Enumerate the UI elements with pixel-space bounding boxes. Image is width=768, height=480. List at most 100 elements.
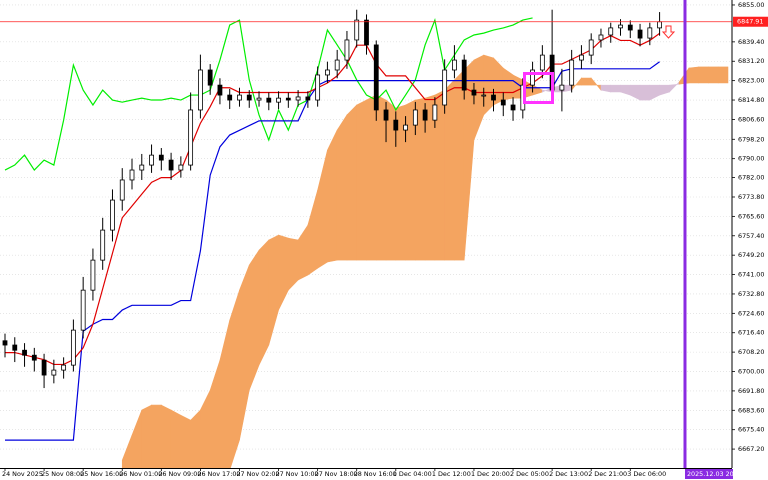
cloud-segment <box>717 66 729 84</box>
x-tick-label: 27 Nov 02:00 <box>236 470 279 478</box>
x-tick-label: 1 Dec 12:00 <box>432 470 471 478</box>
x-tick-label: 24 Nov 2025 <box>2 470 43 478</box>
candle-body <box>217 84 223 96</box>
cloud-segment <box>258 239 270 366</box>
down-arrow <box>661 25 676 39</box>
cloud-segment <box>454 69 465 261</box>
x-tick-label: 3 Dec 06:00 <box>627 470 666 478</box>
candle-body <box>51 369 57 376</box>
candle-body <box>412 109 418 126</box>
y-tick-label: 6700.00 <box>738 368 764 376</box>
candle-body <box>530 69 535 86</box>
candle-body <box>295 96 301 101</box>
candle-body <box>285 97 291 101</box>
y-tick-label: 6814.80 <box>738 96 764 104</box>
candle-body <box>61 364 67 371</box>
candle-body <box>559 84 565 91</box>
x-tick-label: 28 Nov 16:00 <box>354 470 397 478</box>
y-tick-label: 6790.00 <box>738 155 764 163</box>
cloud-segment <box>708 66 719 84</box>
y-tick-label: 6675.40 <box>738 426 764 434</box>
y-tick-label: 6798.20 <box>738 135 764 143</box>
x-tick-label: 2 Dec 21:00 <box>588 470 627 478</box>
y-tick-label: 6765.60 <box>738 212 764 220</box>
candle-body <box>237 94 242 101</box>
candle-body <box>129 169 135 181</box>
y-tick-label: 6708.20 <box>738 348 764 356</box>
cloud-segment <box>698 66 709 84</box>
candle-body <box>598 34 604 41</box>
cloud-segment <box>444 79 455 261</box>
candle-body <box>579 54 584 61</box>
candle-body <box>31 354 37 361</box>
candle-body <box>461 59 467 91</box>
y-tick-label: 6855.00 <box>738 1 764 9</box>
y-tick-label: 6683.60 <box>738 406 764 414</box>
candle-body <box>276 97 281 103</box>
cloud-segment <box>161 404 172 468</box>
candle-body <box>403 124 408 131</box>
candle-body <box>481 94 487 97</box>
x-tick-label: 2 Dec 05:00 <box>510 470 549 478</box>
candle-body <box>334 59 340 71</box>
candle-body <box>608 27 614 36</box>
cloud-segment <box>141 404 152 468</box>
candle-body <box>256 97 262 101</box>
y-tick-label: 6757.40 <box>738 232 764 240</box>
y-tick-label: 6741.00 <box>738 271 764 279</box>
candle-body <box>627 24 633 31</box>
candle-body <box>647 27 653 39</box>
cloud-segment <box>327 129 338 263</box>
candle-body <box>110 199 115 231</box>
y-tick-label: 6716.40 <box>738 329 764 337</box>
candle-body <box>12 344 18 351</box>
time-marker-box <box>684 469 733 479</box>
candle-body <box>197 69 203 111</box>
candle-body <box>432 104 438 121</box>
cloud-segment <box>639 84 651 101</box>
candle-body <box>325 69 330 76</box>
candle-body <box>657 21 662 29</box>
y-tick-label: 6782.00 <box>738 174 764 182</box>
candle-body <box>383 109 389 121</box>
cloud-segment <box>180 414 191 468</box>
cloud-segment <box>483 54 494 116</box>
candle-body <box>119 179 125 201</box>
candle-body <box>510 104 516 111</box>
y-tick-label: 6667.20 <box>738 445 764 453</box>
cloud-segment <box>346 104 358 261</box>
candle-body <box>139 164 145 171</box>
candle-body <box>442 69 448 106</box>
cloud-segment <box>170 409 182 468</box>
candle-body <box>266 97 272 103</box>
candle-body <box>207 69 213 86</box>
time-marker-label: 2025.12.03 20:00 <box>687 470 744 478</box>
plot-area <box>0 4 732 468</box>
cloud-segment <box>610 84 621 93</box>
candle-body <box>393 119 399 131</box>
x-tick-label: 1 Dec 04:00 <box>393 470 432 478</box>
cloud-segment <box>151 404 162 468</box>
cloud-segment <box>131 409 143 468</box>
x-tick-label: 25 Nov 16:00 <box>80 470 123 478</box>
x-tick-label: 27 Nov 18:00 <box>315 470 358 478</box>
y-tick-label: 6749.20 <box>738 251 764 259</box>
candle-body <box>168 159 174 171</box>
y-tick-label: 6839.40 <box>738 38 764 46</box>
candle-body <box>539 54 545 71</box>
candle-body <box>364 19 369 46</box>
y-tick-label: 6732.80 <box>738 290 764 298</box>
y-tick-label: 6831.20 <box>738 57 764 65</box>
candle-body <box>500 99 506 106</box>
cloud-segment <box>190 409 201 468</box>
candle-body <box>422 109 428 121</box>
last-price-box <box>733 16 768 27</box>
x-tick-label: 25 Nov 08:00 <box>41 470 84 478</box>
candle-body <box>2 340 8 346</box>
cloud-segment <box>121 435 133 468</box>
candle-body <box>305 96 311 101</box>
y-tick-label: 6806.60 <box>738 115 764 123</box>
x-tick-label: 1 Dec 20:00 <box>471 470 510 478</box>
